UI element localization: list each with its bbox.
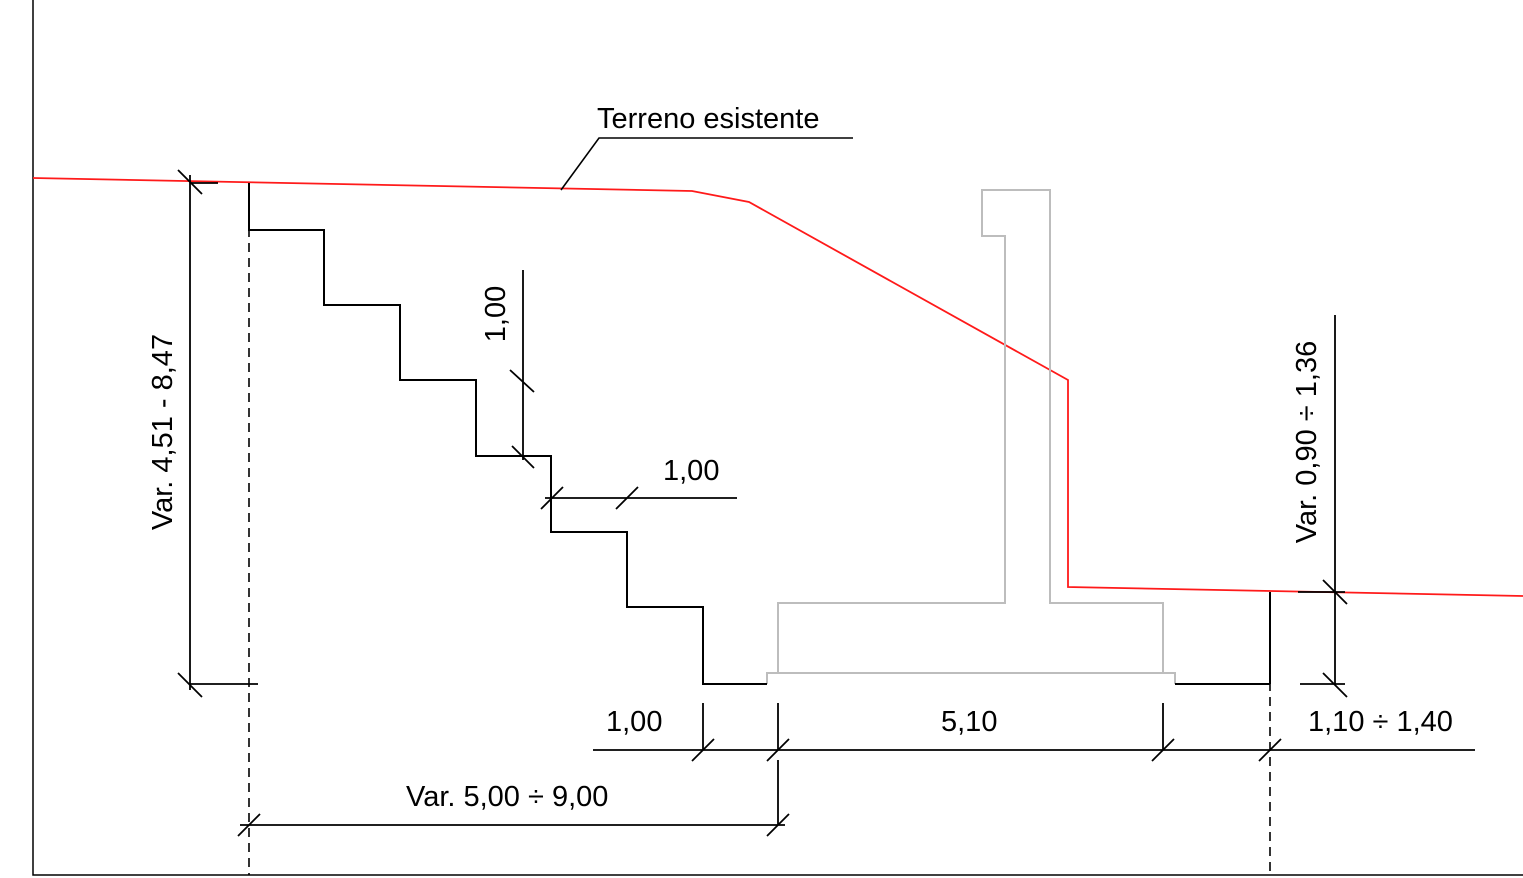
terrain-label-leader (560, 137, 853, 191)
stepped-excavation-profile (248, 183, 767, 685)
step-height-label: 1,00 (480, 286, 512, 342)
excavation-depth-dimension (177, 169, 258, 698)
foundation-width-label: 5,10 (941, 706, 997, 738)
step-width-label: 1,00 (663, 455, 719, 487)
step-width-dimension (540, 486, 737, 510)
right-height-dimension (1298, 315, 1348, 698)
terrain-label: Terreno esistente (597, 103, 819, 135)
step-height-dimension (509, 270, 535, 469)
total-offset-dimension (237, 760, 790, 837)
heel-clearance-label: 1,10 ÷ 1,40 (1308, 706, 1453, 738)
toe-clearance-label: 1,00 (606, 706, 662, 738)
bottom-dimension-chain (593, 703, 1475, 762)
retaining-wall-outline (777, 189, 1164, 674)
existing-terrain-line (32, 177, 1523, 597)
sheet-frame (32, 0, 1523, 876)
total-offset-label: Var. 5,00 ÷ 9,00 (406, 781, 608, 813)
right-height-label: Var. 0,90 ÷ 1,36 (1291, 341, 1323, 543)
excavation-depth-label: Var. 4,51 - 8,47 (147, 334, 179, 530)
lean-concrete-base (766, 672, 1176, 684)
